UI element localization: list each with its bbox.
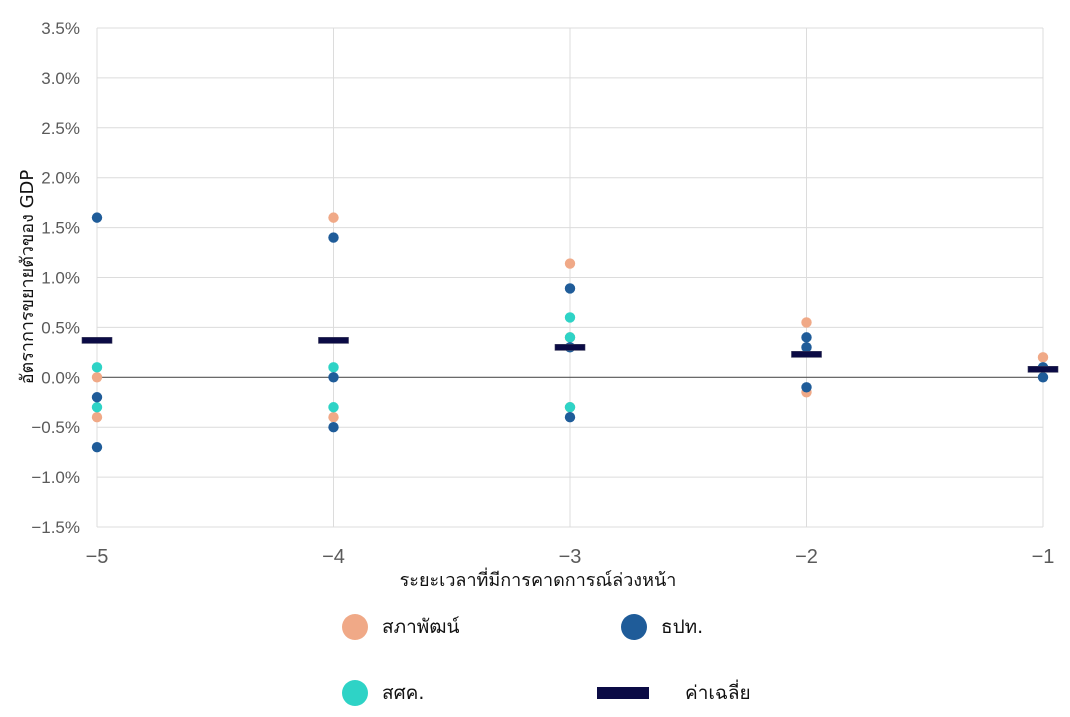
data-point — [801, 332, 812, 343]
legend-item-average[interactable]: ค่าเฉลี่ย — [597, 678, 751, 708]
data-point — [801, 382, 812, 393]
x-tick-label: −4 — [322, 546, 345, 568]
data-point — [328, 402, 339, 413]
series-points — [91, 312, 576, 413]
data-point — [564, 283, 576, 294]
y-tick-label: −1.5% — [31, 518, 80, 537]
data-point — [1037, 352, 1049, 363]
data-point — [801, 342, 812, 353]
data-marks — [81, 212, 1059, 453]
legend-marker-circle-icon — [342, 614, 368, 640]
x-axis-title: ระยะเวลาที่มีการคาดการณ์ล่วงหน้า — [400, 567, 677, 591]
average-bar — [81, 337, 113, 344]
data-point — [91, 392, 103, 403]
average-bar — [1027, 366, 1059, 373]
data-point — [564, 332, 576, 343]
legend-item-fpo[interactable]: สศค. — [342, 678, 424, 708]
average-bar — [554, 344, 586, 351]
x-axis-ticks: −5 −4 −3 −2 −1 — [86, 546, 1055, 568]
data-point — [328, 362, 339, 373]
x-tick-label: −5 — [86, 546, 109, 568]
legend-marker-circle-icon — [621, 614, 647, 640]
y-tick-label: 3.5% — [41, 19, 80, 38]
x-tick-label: −2 — [795, 546, 818, 568]
data-point — [564, 402, 576, 413]
y-axis-ticks: −1.5% −1.0% −0.5% 0.0% 0.5% 1.0% 1.5% 2.0% 2.5% 3… — [31, 19, 80, 537]
x-tick-label: −3 — [559, 546, 582, 568]
y-tick-label: 2.0% — [41, 169, 80, 188]
y-tick-label: 2.5% — [41, 119, 80, 138]
y-tick-label: 1.0% — [41, 269, 80, 288]
data-point — [328, 372, 339, 383]
y-tick-label: −0.5% — [31, 418, 80, 437]
y-tick-label: 0.5% — [41, 318, 80, 337]
average-bar — [791, 351, 822, 358]
legend-label: ธปท. — [661, 616, 704, 638]
legend-item-nesdc[interactable]: สภาพัฒน์ — [342, 612, 459, 642]
legend-item-bot[interactable]: ธปท. — [621, 612, 703, 642]
x-tick-label: −1 — [1032, 546, 1055, 568]
data-point — [328, 212, 339, 223]
data-point — [801, 317, 812, 328]
y-axis-title: อัตราการขยายตัวของ GDP — [17, 170, 38, 385]
y-tick-label: 1.5% — [41, 219, 80, 238]
data-point — [91, 412, 103, 423]
legend-marker-bar-icon — [597, 687, 649, 699]
data-point — [91, 372, 103, 383]
y-tick-label: 0.0% — [41, 368, 80, 387]
data-point — [91, 212, 103, 223]
data-point — [564, 312, 576, 323]
series-average — [81, 337, 1059, 373]
data-point — [564, 412, 576, 423]
data-point — [91, 441, 103, 453]
average-bar — [318, 337, 349, 344]
data-point — [564, 258, 576, 269]
data-point — [328, 422, 339, 433]
data-point — [91, 402, 103, 413]
legend-label: ค่าเฉลี่ย — [685, 682, 751, 704]
data-point — [328, 412, 339, 423]
legend-marker-circle-icon — [342, 680, 368, 706]
legend-label: สศค. — [382, 682, 425, 704]
data-point — [91, 362, 103, 373]
legend-label: สภาพัฒน์ — [382, 616, 460, 638]
grid-lines — [96, 27, 1044, 528]
y-tick-label: −1.0% — [31, 468, 80, 487]
y-tick-label: 3.0% — [41, 69, 80, 88]
data-point — [1037, 372, 1049, 383]
data-point — [328, 232, 339, 243]
